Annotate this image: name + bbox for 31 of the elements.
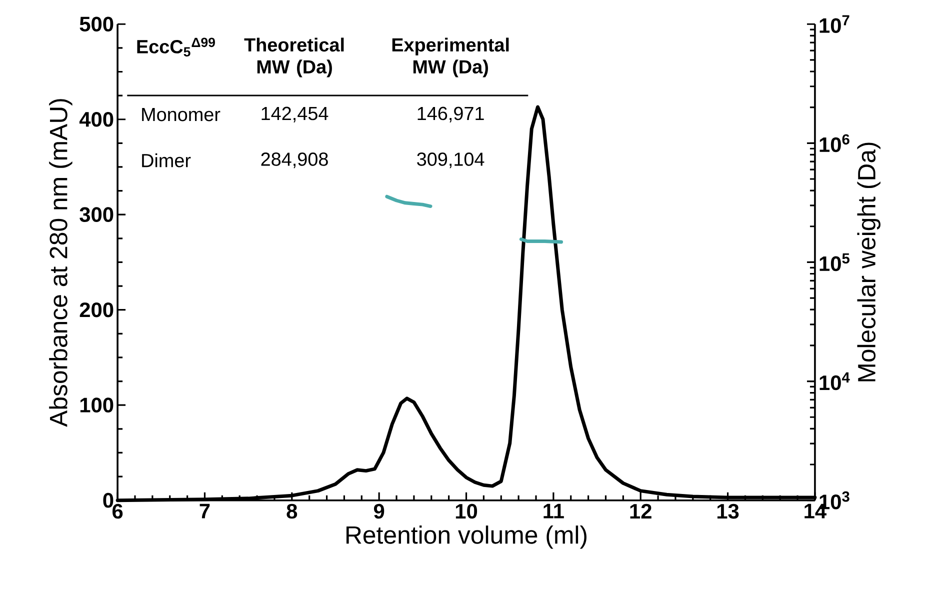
x-tick-label: 7 <box>200 504 210 518</box>
annotation: Theoretical MW (Da) <box>244 38 344 78</box>
y-tick-label: 300 <box>80 207 114 222</box>
y2-tick-label: 10$^{5}$ <box>820 253 850 272</box>
x-tick-label: 12 <box>630 504 652 518</box>
annotation: 146,971 <box>418 106 484 122</box>
y-tick-label: 500 <box>80 16 114 32</box>
x-tick-label: 8 <box>286 504 298 519</box>
y2-tick-label: 10$^{4}$ <box>820 372 850 390</box>
annotation: Monomer <box>142 108 220 122</box>
x-tick-label: 13 <box>717 504 739 519</box>
y-tick-label: 400 <box>79 112 114 127</box>
annotation: EccC$_{5}$Δ99 <box>137 38 215 57</box>
line-series <box>385 194 432 208</box>
annotation: 284,908 <box>261 152 328 168</box>
y-tick-label: 200 <box>80 302 114 318</box>
y2-axis-title: Molecular weight (Da) <box>857 142 880 382</box>
annotation: Experimental MW (Da) <box>392 38 509 78</box>
x-tick-label: 10 <box>456 504 478 519</box>
y-tick-label: 100 <box>80 398 114 412</box>
y2-tick-label: 10$^{7}$ <box>820 15 850 33</box>
y-tick-label: 0 <box>103 492 114 508</box>
annotation: Dimer <box>142 153 191 168</box>
annotation: 309,104 <box>417 152 484 168</box>
annotation: 142,454 <box>262 106 328 122</box>
x-tick-label: 9 <box>374 504 384 519</box>
y2-tick-label: 10$^{6}$ <box>820 134 850 152</box>
x-tick-label: 6 <box>112 504 123 519</box>
y-axis-title: Absorbance at 280 nm (mAU) <box>49 99 72 427</box>
x-tick-label: 11 <box>544 504 564 518</box>
x-axis-title: Retention volume (ml) <box>346 526 586 549</box>
